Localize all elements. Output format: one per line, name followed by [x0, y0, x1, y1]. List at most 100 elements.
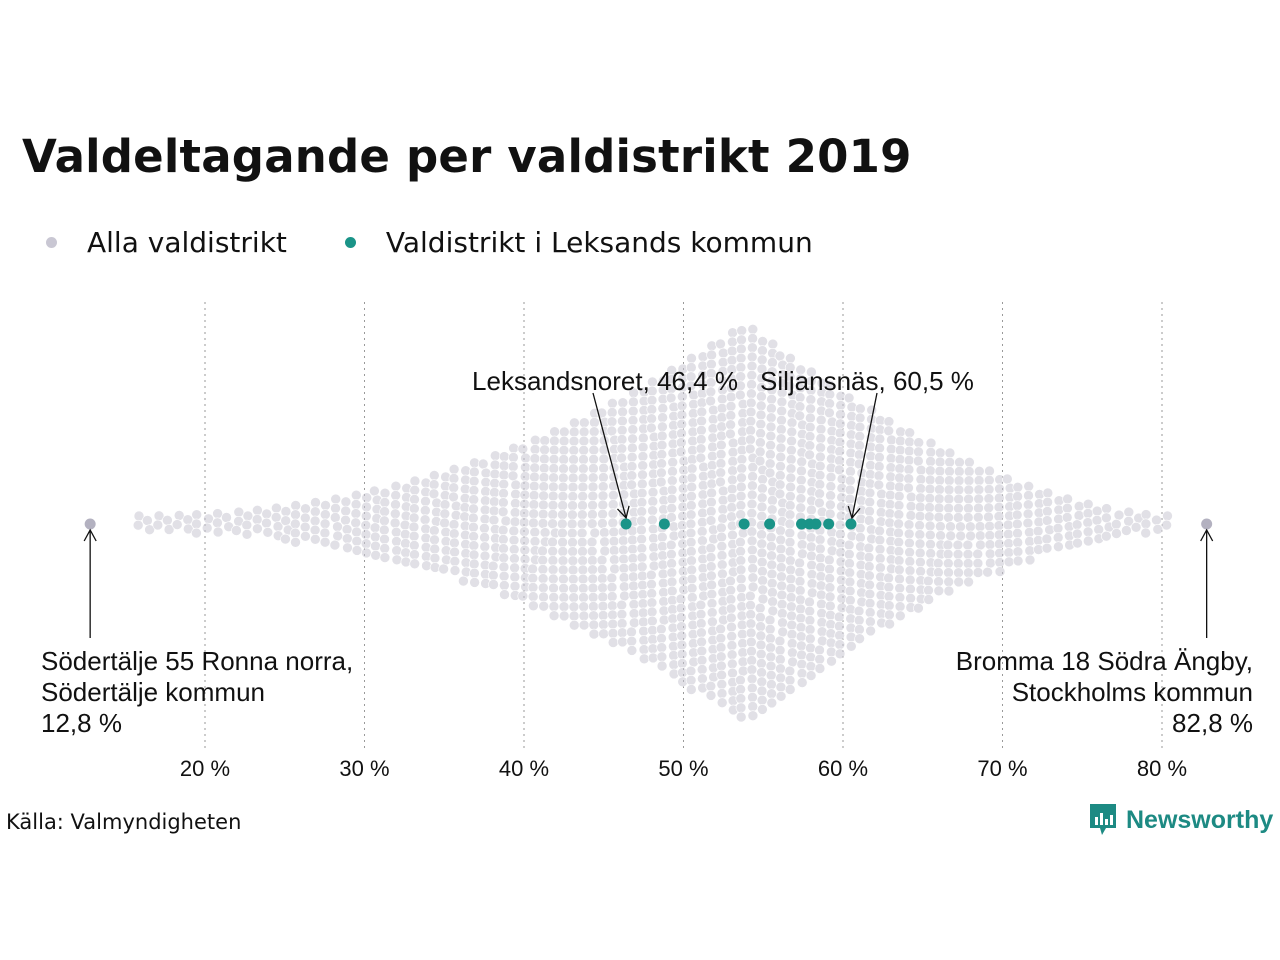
district-point — [588, 463, 599, 474]
district-point — [735, 573, 747, 585]
district-point — [875, 516, 887, 528]
district-point — [299, 512, 311, 524]
district-point — [1072, 537, 1083, 549]
district-point — [756, 547, 768, 559]
district-point — [468, 540, 480, 551]
district-point — [726, 502, 738, 513]
district-point — [805, 661, 817, 672]
district-point — [727, 437, 739, 449]
district-point — [379, 506, 390, 517]
district-point — [935, 530, 946, 541]
district-point — [925, 465, 936, 477]
district-point — [439, 499, 451, 510]
district-point — [468, 549, 480, 561]
district-point — [745, 627, 757, 639]
district-point — [914, 547, 926, 559]
district-point — [498, 561, 510, 573]
district-point — [589, 527, 601, 539]
district-point — [953, 567, 964, 579]
district-point — [1073, 500, 1085, 512]
district-point — [588, 610, 599, 622]
district-point — [705, 690, 717, 701]
district-point — [566, 518, 578, 530]
district-point — [1082, 526, 1094, 538]
district-point — [912, 455, 924, 467]
district-point — [626, 470, 638, 481]
district-point — [924, 492, 936, 504]
district-point — [1071, 519, 1083, 531]
district-point — [587, 481, 599, 493]
district-point — [409, 484, 421, 496]
district-point — [676, 648, 688, 660]
district-point — [924, 474, 936, 486]
district-point — [676, 639, 688, 651]
district-point — [876, 497, 887, 509]
district-point — [646, 606, 658, 618]
district-point — [814, 497, 825, 509]
district-point — [746, 351, 758, 363]
district-point — [1101, 512, 1112, 524]
district-point — [834, 418, 846, 430]
district-point — [715, 632, 727, 644]
district-point — [796, 456, 808, 468]
district-point — [636, 497, 648, 508]
district-point — [697, 489, 709, 501]
district-point — [558, 573, 569, 585]
district-point — [666, 585, 678, 597]
district-point — [597, 508, 608, 520]
district-point — [618, 581, 630, 593]
district-point — [885, 480, 896, 492]
district-point — [606, 581, 618, 593]
district-point — [588, 619, 600, 631]
district-point — [775, 424, 787, 435]
annotation-arrow-leksandsnoret-head — [616, 505, 630, 520]
district-point — [607, 517, 619, 529]
district-point — [715, 467, 727, 479]
district-point — [597, 573, 608, 584]
district-point — [599, 527, 610, 538]
district-point — [796, 649, 807, 661]
district-point — [905, 500, 917, 512]
district-point — [904, 427, 916, 439]
district-point — [647, 652, 659, 664]
district-point — [597, 518, 608, 529]
district-point — [567, 546, 579, 557]
district-point — [520, 461, 531, 473]
district-point — [943, 567, 954, 578]
district-point — [894, 481, 905, 493]
district-point — [883, 600, 895, 611]
district-point — [952, 558, 964, 569]
district-point — [843, 539, 855, 551]
district-point — [421, 560, 432, 572]
district-point — [1140, 518, 1152, 530]
district-point — [428, 479, 440, 490]
district-point — [784, 500, 796, 511]
district-point — [766, 577, 778, 589]
district-point — [735, 702, 747, 714]
district-point — [785, 472, 797, 484]
district-point — [519, 480, 531, 492]
district-point — [547, 509, 559, 520]
district-point — [955, 521, 966, 533]
district-point — [973, 484, 985, 496]
district-point — [529, 471, 540, 483]
district-point — [647, 486, 659, 498]
district-point — [775, 562, 787, 573]
district-point — [280, 515, 292, 527]
district-point — [498, 580, 510, 591]
district-point — [686, 564, 698, 576]
district-point — [944, 456, 956, 468]
district-point — [537, 554, 549, 566]
district-point — [775, 681, 787, 693]
district-point — [558, 582, 569, 594]
district-point — [685, 665, 697, 677]
district-point — [706, 349, 717, 361]
district-point — [985, 557, 996, 569]
district-point — [480, 495, 491, 507]
district-point — [806, 587, 818, 599]
district-point — [607, 609, 618, 621]
district-point — [567, 573, 579, 585]
district-point — [815, 589, 827, 601]
district-point — [290, 500, 302, 511]
district-point — [844, 594, 856, 606]
